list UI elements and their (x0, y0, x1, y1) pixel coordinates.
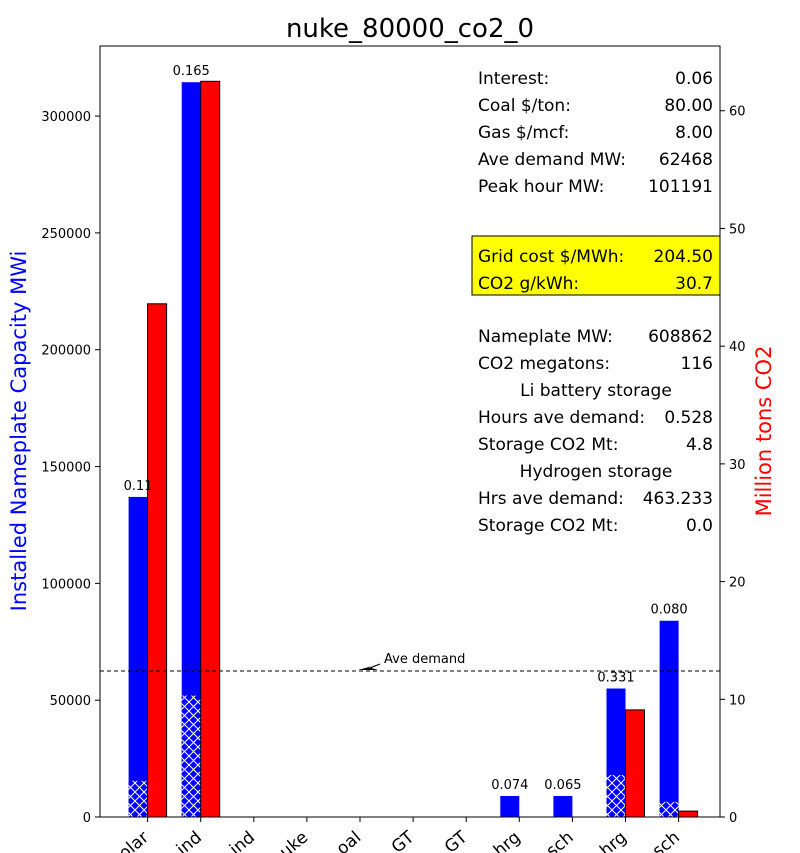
info-label-0: Interest: (478, 69, 549, 89)
category-label-5: GT (388, 827, 419, 853)
category-label-3: uke (276, 828, 312, 853)
y2-tick-label-2: 20 (729, 576, 746, 591)
bar-value-label-7: 0.074 (491, 778, 528, 793)
bar-value-label-10: 0.080 (650, 603, 687, 618)
stats-label-7: Storage CO2 Mt: (478, 516, 618, 536)
category-label-10: sch (649, 828, 684, 853)
category-label-8: sch (543, 828, 578, 853)
info-value-4: 101191 (648, 177, 713, 197)
stats-label-3: Hours ave demand: (478, 408, 645, 428)
category-label-1: ind (173, 828, 206, 853)
bar-co2-9 (625, 709, 645, 818)
info-label-1: Coal $/ton: (478, 96, 571, 116)
y2-tick-label-4: 40 (729, 340, 746, 355)
category-label-6: GT (441, 827, 472, 853)
category-label-7: hrg (490, 828, 525, 853)
bar-hatched-10 (659, 801, 679, 817)
bar-nameplate-10 (659, 620, 679, 817)
bar-nameplate-1 (181, 82, 201, 818)
y-tick-label-0: 0 (83, 811, 91, 826)
highlight-value-1: 30.7 (675, 274, 713, 294)
stats-heading-2: Li battery storage (520, 381, 672, 401)
y2-tick-label-6: 60 (729, 105, 746, 120)
stats-label-4: Storage CO2 Mt: (478, 435, 618, 455)
stats-heading-5: Hydrogen storage (520, 462, 673, 482)
bar-value-label-9: 0.331 (597, 671, 634, 686)
bar-hatched-1 (181, 695, 201, 817)
y2-tick-label-0: 0 (729, 811, 737, 826)
plot-frame (99, 45, 721, 818)
stats-value-1: 116 (681, 354, 713, 374)
highlight-box (471, 235, 721, 296)
ave-demand-label: Ave demand (384, 652, 465, 667)
highlight-label-0: Grid cost $/MWh: (478, 247, 624, 267)
y2-tick-label-5: 50 (729, 222, 746, 237)
bar-nameplate-8 (553, 795, 573, 817)
bar-co2-0 (147, 303, 168, 818)
stats-label-6: Hrs ave demand: (478, 489, 624, 509)
category-label-0: olar (115, 828, 153, 853)
info-panel: Interest: 0.06 Coal $/ton: 80.00 Gas $/mcf: 8… (471, 69, 721, 536)
bar-hatched-9 (606, 774, 626, 817)
bar-hatched-0 (128, 780, 148, 817)
y2-tick-label-3: 30 (729, 458, 746, 473)
y2-tick-label-1: 10 (729, 693, 746, 708)
bar-value-label-0: 0.11 (124, 479, 153, 494)
highlight-label-1: CO2 g/kWh: (478, 274, 579, 294)
category-label-9: hrg (596, 828, 631, 853)
stats-label-0: Nameplate MW: (478, 327, 613, 347)
ave-demand-arrow (358, 664, 380, 670)
info-value-0: 0.06 (675, 69, 713, 89)
highlight-value-0: 204.50 (654, 247, 713, 267)
stats-label-1: CO2 megatons: (478, 354, 610, 374)
y-tick-label-6: 300000 (41, 110, 91, 125)
y-tick-label-5: 250000 (41, 227, 91, 242)
stats-value-7: 0.0 (686, 516, 713, 536)
stats-value-0: 608862 (648, 327, 713, 347)
category-label-2: ind (226, 828, 259, 853)
stats-value-6: 463.233 (643, 489, 713, 509)
bar-nameplate-0 (128, 496, 148, 817)
bar-nameplate-7 (500, 795, 520, 817)
bar-co2-10 (678, 810, 699, 818)
info-value-2: 8.00 (675, 123, 713, 143)
info-label-3: Ave demand MW: (478, 150, 626, 170)
chart-title: nuke_80000_co2_0 (286, 14, 534, 44)
y-axis-label: Installed Nameplate Capacity MWi (7, 251, 31, 612)
y-tick-label-3: 150000 (41, 461, 91, 476)
ave-demand-arrow-shaft (369, 663, 381, 669)
info-label-4: Peak hour MW: (478, 177, 604, 197)
stats-value-4: 4.8 (686, 435, 713, 455)
bar-co2-1 (200, 80, 221, 818)
info-value-3: 62468 (659, 150, 713, 170)
y2-axis-label: Million tons CO2 (752, 346, 776, 517)
category-label-4: oal (333, 828, 365, 853)
y-tick-label-1: 50000 (50, 694, 91, 709)
info-value-1: 80.00 (664, 96, 713, 116)
bar-value-label-8: 0.065 (544, 778, 581, 793)
y-tick-label-4: 200000 (41, 344, 91, 359)
stats-value-3: 0.528 (664, 408, 713, 428)
info-label-2: Gas $/mcf: (478, 123, 569, 143)
y-tick-label-2: 100000 (41, 577, 91, 592)
bar-value-label-1: 0.165 (173, 64, 210, 79)
